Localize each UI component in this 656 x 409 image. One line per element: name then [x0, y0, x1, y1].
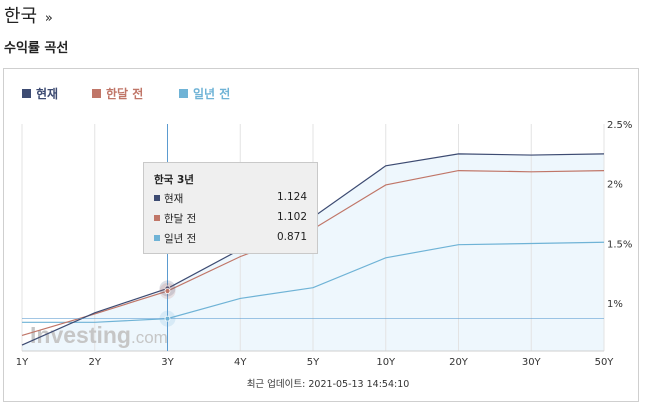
x-tick-label-5Y: 5Y — [307, 357, 320, 368]
y-tick-label-2pct: 2% — [607, 180, 623, 191]
x-tick-label-4Y: 4Y — [234, 357, 247, 368]
legend-item-month-ago[interactable]: 한달 전 — [92, 85, 143, 102]
series-line-year-ago — [22, 241, 605, 323]
legend-label-year-ago: 일년 전 — [193, 87, 231, 101]
legend-swatch-year-ago — [179, 89, 188, 98]
y-tick-label-1pct: 1% — [607, 299, 623, 310]
legend-item-current[interactable]: 현재 — [22, 85, 58, 102]
legend-label-current: 현재 — [36, 87, 59, 101]
watermark-layer: Investing .com — [30, 322, 168, 348]
x-tick-label-3Y: 3Y — [161, 357, 174, 368]
axis-layer: 1Y 2Y 3Y 4Y 5Y 10Y 20Y 30Y 50Y 1% 1.5% 2% 2.5% — [16, 120, 633, 368]
x-tick-label-10Y: 10Y — [376, 357, 396, 368]
page-title[interactable]: 한국 » — [4, 2, 53, 28]
watermark-suffix: .com — [131, 328, 168, 347]
y-tick-label-2.5pct: 2.5% — [607, 120, 632, 131]
tooltip-row-year-ago: 일년 전 0.871 — [154, 231, 307, 245]
hover-point-month-ago — [164, 288, 171, 294]
x-tick-label-30Y: 30Y — [522, 357, 542, 368]
tooltip-value-current: 1.124 — [276, 191, 307, 203]
tooltip-label-year-ago: 일년 전 — [164, 233, 197, 245]
x-tick-label-2Y: 2Y — [89, 357, 102, 368]
chart-container — [3, 68, 639, 402]
tooltip-row-month-ago: 한달 전 1.102 — [154, 211, 307, 225]
x-tick-label-50Y: 50Y — [595, 357, 615, 368]
x-tick-label-20Y: 20Y — [449, 357, 469, 368]
y-tick-label-1.5pct: 1.5% — [607, 239, 632, 250]
tooltip-swatch-year-ago — [154, 235, 160, 241]
grid-layer — [21, 124, 605, 352]
x-tick-label-1Y: 1Y — [16, 357, 29, 368]
page-title-text[interactable]: 한국 — [4, 6, 38, 27]
tooltip-label-month-ago: 한달 전 — [164, 213, 197, 225]
legend-label-month-ago: 한달 전 — [106, 87, 144, 101]
last-update-timestamp: 2021-05-13 14:54:10 — [308, 379, 410, 390]
tooltip-row-current: 현재 1.124 — [154, 191, 307, 205]
tooltip-swatch-month-ago — [154, 215, 160, 221]
tooltip-label-current: 현재 — [164, 193, 184, 205]
legend-swatch-month-ago — [92, 89, 101, 98]
legend-item-year-ago[interactable]: 일년 전 — [179, 85, 230, 102]
legend-swatch-current — [22, 89, 31, 98]
tooltip-value-month-ago: 1.102 — [276, 211, 307, 223]
tooltip: 한국 3년 현재 1.124 한달 전 1.102 일년 전 0.871 — [143, 162, 318, 254]
tooltip-value-year-ago: 0.871 — [276, 231, 307, 243]
last-update-label: 최근 업데이트: — [246, 379, 306, 390]
watermark-logo: Investing — [30, 322, 131, 348]
title-arrow[interactable]: » — [44, 11, 53, 26]
tooltip-title: 한국 3년 — [154, 174, 194, 186]
last-update: 최근 업데이트: 2021-05-13 14:54:10 — [0, 376, 656, 390]
section-title: 수익률 곡선 — [4, 41, 69, 56]
tooltip-swatch-current — [154, 195, 160, 201]
hover-point-year-ago — [164, 315, 171, 322]
